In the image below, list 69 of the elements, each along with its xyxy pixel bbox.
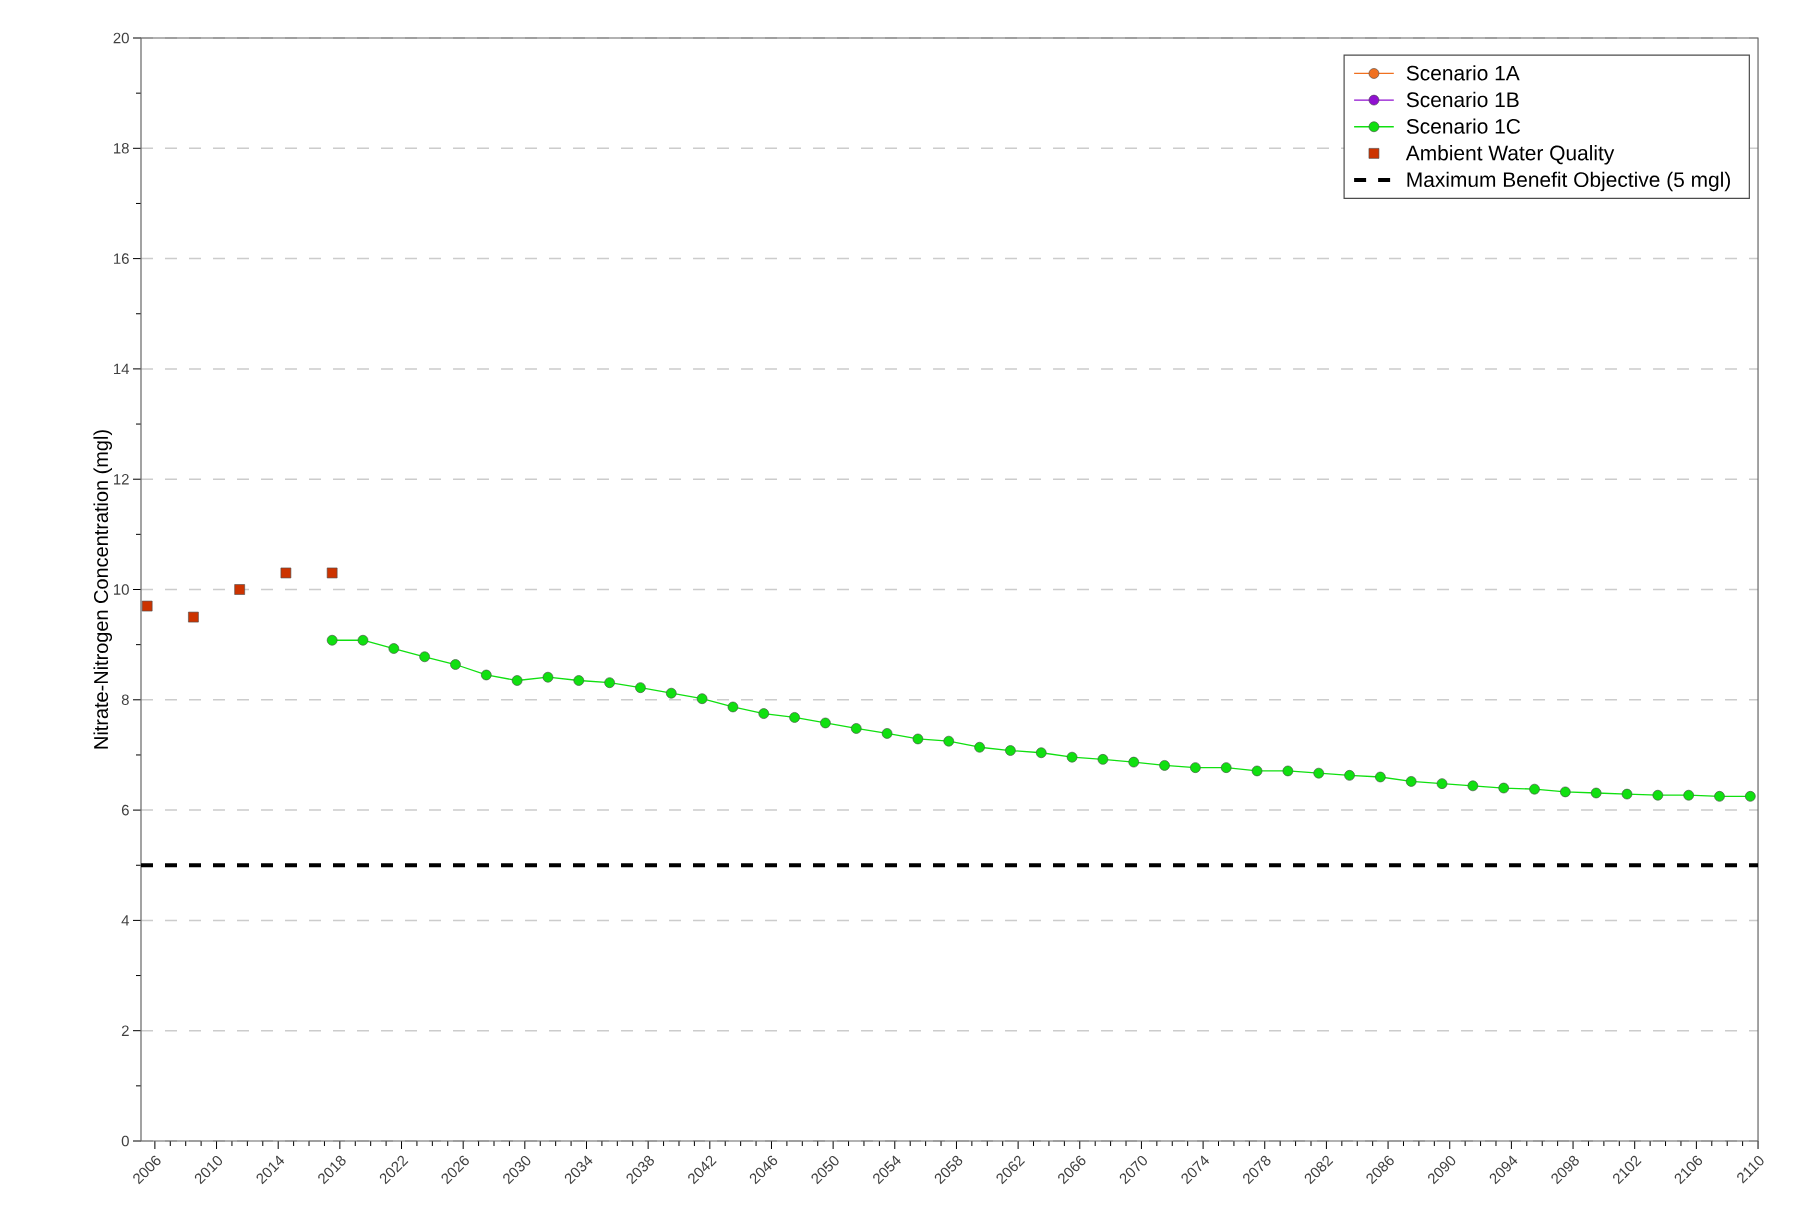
point bbox=[758, 708, 770, 719]
point bbox=[1745, 791, 1756, 802]
point bbox=[1282, 765, 1294, 777]
point bbox=[1714, 791, 1725, 802]
y-tick-label: 4 bbox=[121, 915, 130, 926]
legend-label: Maximum Benefit Objective (5 mgl) bbox=[1407, 171, 1730, 192]
point bbox=[1467, 780, 1479, 792]
point bbox=[943, 735, 955, 747]
point bbox=[450, 659, 461, 670]
point bbox=[1097, 754, 1109, 765]
point bbox=[665, 687, 677, 699]
point bbox=[912, 733, 924, 745]
point bbox=[727, 701, 739, 713]
point bbox=[1375, 771, 1386, 783]
y-tick-label: 20 bbox=[113, 32, 129, 44]
point bbox=[1066, 751, 1078, 763]
point bbox=[357, 634, 369, 646]
point bbox=[1436, 778, 1448, 789]
point bbox=[1405, 776, 1417, 787]
point bbox=[326, 634, 338, 646]
point bbox=[820, 717, 831, 729]
point bbox=[141, 600, 153, 612]
y-tick-label: 8 bbox=[121, 694, 129, 706]
point bbox=[326, 567, 338, 579]
point bbox=[1190, 762, 1201, 773]
point bbox=[1035, 747, 1047, 759]
point bbox=[974, 741, 985, 753]
legend-label: Scenario 1C bbox=[1406, 118, 1521, 134]
point bbox=[234, 584, 245, 595]
y-axis-title: Nitrate-Nitrogen Concentration (mgl) bbox=[93, 430, 113, 749]
point bbox=[1159, 760, 1170, 771]
point bbox=[1590, 787, 1602, 799]
point bbox=[1498, 782, 1509, 794]
point bbox=[1251, 765, 1263, 777]
y-tick-label: 16 bbox=[114, 253, 129, 264]
point bbox=[511, 675, 523, 686]
point bbox=[1344, 770, 1355, 781]
legend-label: Scenario 1B bbox=[1406, 91, 1519, 108]
point bbox=[419, 651, 430, 663]
point bbox=[1529, 783, 1540, 795]
y-tick-label: 2 bbox=[121, 1025, 129, 1036]
point bbox=[1560, 786, 1571, 798]
point bbox=[1128, 756, 1140, 768]
point bbox=[881, 728, 893, 739]
y-tick-label: 0 bbox=[121, 1135, 129, 1147]
y-tick-label: 14 bbox=[114, 363, 130, 375]
point bbox=[573, 675, 585, 686]
point bbox=[1683, 789, 1694, 801]
legend-label: Scenario 1A bbox=[1406, 65, 1520, 81]
point bbox=[1005, 745, 1016, 756]
point bbox=[542, 671, 554, 683]
point bbox=[188, 611, 199, 623]
point bbox=[635, 682, 646, 693]
point bbox=[604, 677, 615, 689]
y-tick-label: 12 bbox=[114, 473, 129, 485]
point bbox=[1621, 788, 1633, 800]
point bbox=[850, 723, 862, 734]
point bbox=[1652, 789, 1664, 801]
legend-label: Ambient Water Quality bbox=[1405, 145, 1615, 165]
point bbox=[1313, 767, 1325, 779]
point bbox=[789, 712, 800, 723]
point bbox=[388, 643, 400, 654]
y-tick-label: 10 bbox=[114, 584, 129, 595]
point bbox=[696, 693, 708, 704]
y-tick-label: 18 bbox=[114, 143, 129, 154]
point bbox=[280, 567, 292, 579]
y-tick-label: 6 bbox=[121, 804, 129, 816]
point bbox=[1220, 762, 1232, 773]
point bbox=[481, 669, 492, 681]
